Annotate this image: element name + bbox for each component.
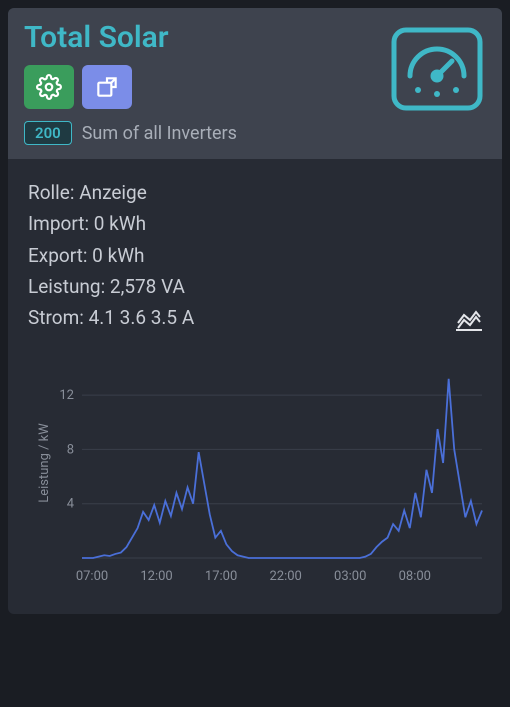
- stat-leistung: Leistung: 2,578 VA: [28, 271, 482, 302]
- expand-button[interactable]: [82, 65, 132, 109]
- svg-text:17:00: 17:00: [205, 569, 237, 584]
- svg-text:12:00: 12:00: [140, 569, 172, 584]
- svg-text:08:00: 08:00: [399, 569, 431, 584]
- settings-button[interactable]: [24, 65, 74, 109]
- power-chart: 4 8 12 Leistung / kW 07:00 12:00 17:00 22:00 03:…: [32, 358, 488, 598]
- stat-export: Export: 0 kWh: [28, 240, 482, 271]
- svg-text:8: 8: [67, 442, 74, 457]
- chart-toggle-button[interactable]: [456, 309, 482, 335]
- card-header: Total Solar 200 Sum of all Inverters: [8, 8, 502, 159]
- svg-text:03:00: 03:00: [334, 569, 366, 584]
- svg-text:Leistung / kW: Leistung / kW: [37, 422, 52, 502]
- line-chart-icon: [456, 309, 482, 331]
- gauge-icon: [390, 26, 484, 116]
- id-badge: 200: [24, 121, 72, 145]
- badge-label: Sum of all Inverters: [82, 123, 237, 144]
- badge-row: 200 Sum of all Inverters: [24, 121, 486, 145]
- card-body: Rolle: Anzeige Import: 0 kWh Export: 0 k…: [8, 159, 502, 614]
- expand-icon: [94, 74, 120, 100]
- solar-card: Total Solar 200 Sum of all Inverters: [8, 8, 502, 614]
- svg-text:4: 4: [67, 496, 75, 511]
- gear-icon: [36, 74, 62, 100]
- svg-text:12: 12: [59, 388, 74, 403]
- stat-strom: Strom: 4.1 3.6 3.5 A: [28, 302, 482, 333]
- svg-text:07:00: 07:00: [76, 569, 108, 584]
- chart-container: 4 8 12 Leistung / kW 07:00 12:00 17:00 22:00 03:…: [28, 354, 482, 610]
- stat-import: Import: 0 kWh: [28, 208, 482, 239]
- stat-rolle: Rolle: Anzeige: [28, 177, 482, 208]
- svg-text:22:00: 22:00: [269, 569, 301, 584]
